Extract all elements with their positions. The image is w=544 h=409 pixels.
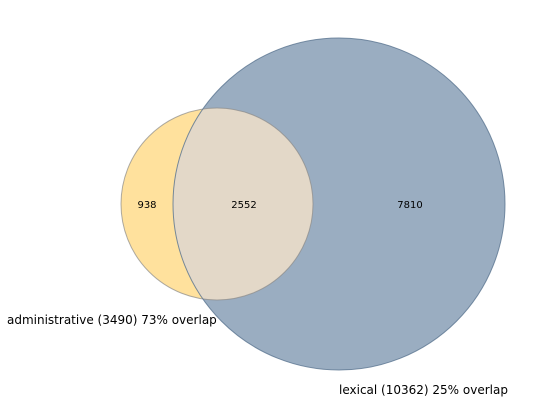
administrative-set-label: administrative (3490) 73% overlap	[7, 313, 217, 327]
administrative-only-count: 938	[137, 200, 156, 211]
intersection-region	[173, 108, 313, 300]
administrative-set-outline	[120, 107, 314, 301]
intersection-count: 2552	[231, 200, 256, 211]
lexical-set-label: lexical (10362) 25% overlap	[339, 383, 508, 397]
lexical-only-count: 7810	[397, 200, 422, 211]
lexical-set-outline	[172, 37, 506, 371]
